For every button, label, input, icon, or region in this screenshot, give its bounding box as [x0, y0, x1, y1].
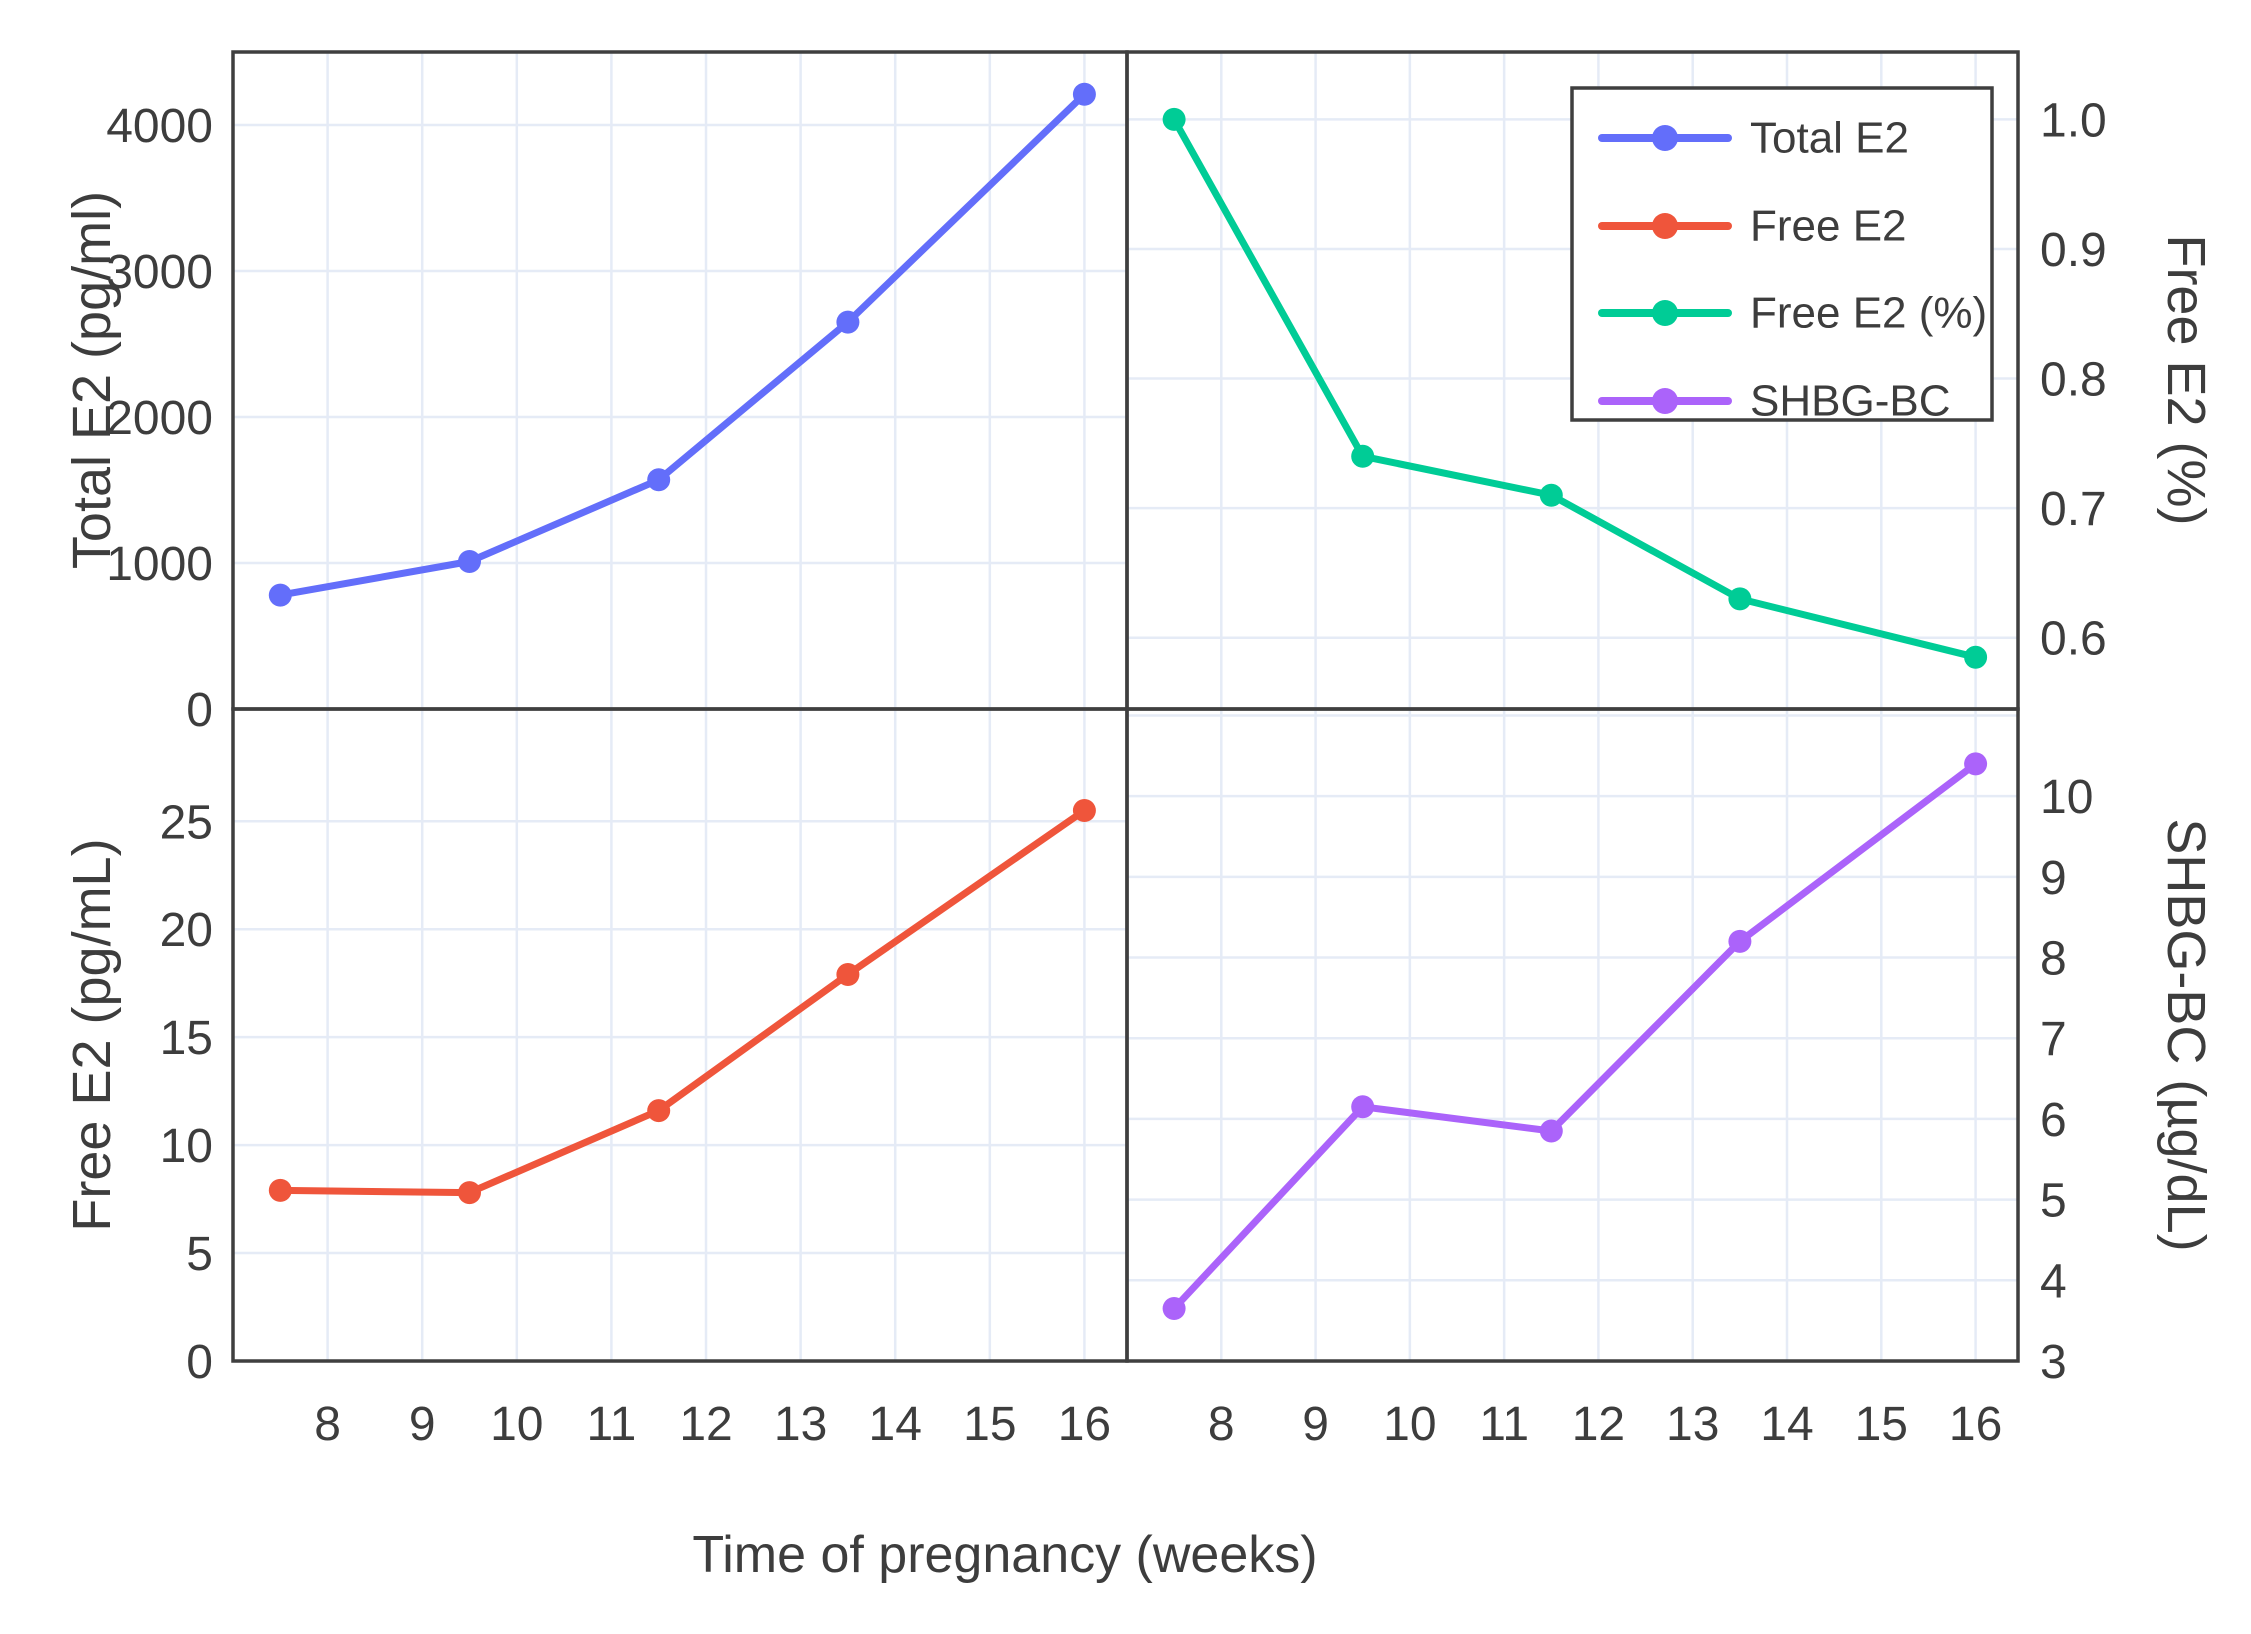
y-tick-label: 9 [2040, 852, 2067, 905]
y-tick-label: 4 [2040, 1255, 2067, 1308]
tick-labels: 0 1000 2000 3000 4000 1.0 0.9 0.8 0.7 0.6 0 5 10 15 20… [106, 94, 2107, 1451]
series-point [1072, 799, 1096, 822]
series-line-shbg-bc [1170, 760, 1980, 1312]
x-tick-label: 9 [409, 1398, 436, 1451]
series-point [268, 1178, 292, 1202]
y-tick-label: 5 [186, 1228, 213, 1281]
x-tick-label: 16 [1949, 1398, 2002, 1451]
series-point [1162, 1297, 1186, 1320]
y-tick-label: 1000 [106, 538, 213, 591]
legend-item-free-e2-pct: Free E2 (%) [1598, 289, 1987, 338]
x-tick-label: 15 [1855, 1398, 1908, 1451]
series-point [458, 550, 481, 573]
legend-label: Free E2 (%) [1750, 289, 1987, 338]
x-tick-label: 9 [1302, 1398, 1329, 1451]
series-point [647, 468, 671, 492]
series [268, 82, 1988, 1320]
y-tick-label: 10 [2040, 771, 2093, 824]
legend-marker [1652, 388, 1678, 414]
x-tick-label: 13 [1666, 1398, 1719, 1451]
series-line-free-e2 [276, 807, 1088, 1197]
series-point [1728, 587, 1752, 611]
series-point [1964, 645, 1988, 669]
legend-item-total-e2: Total E2 [1598, 114, 1909, 163]
y-tick-label: 4000 [106, 100, 213, 153]
y-tick-label: 8 [2040, 933, 2067, 986]
y-tick-label: 0 [186, 684, 213, 737]
legend-label: SHBG-BC [1750, 377, 1950, 426]
y-tick-label: 20 [160, 904, 213, 957]
legend-box [1570, 86, 1994, 422]
x-tick-label: 12 [679, 1398, 732, 1451]
y-axis-title-total-e2: Total E2 (pg/ml) [62, 191, 122, 569]
y-axis-title-free-e2: Free E2 (pg/mL) [62, 838, 122, 1231]
y-tick-label: 0.6 [2040, 613, 2107, 666]
series-point [1351, 444, 1375, 468]
x-tick-label: 10 [490, 1398, 543, 1451]
y-axis-title-shbg-bc: SHBG-BC (µg/dL) [2156, 818, 2216, 1251]
panel-border-bottom-left [231, 707, 1129, 1363]
legend-marker [1652, 300, 1678, 326]
series-point [1351, 1095, 1375, 1119]
y-tick-label: 25 [160, 796, 213, 849]
x-tick-label: 15 [963, 1398, 1016, 1451]
y-tick-label: 5 [2040, 1175, 2067, 1228]
series-point [1072, 82, 1096, 106]
legend: Total E2 Free E2 Free E2 (%) SHBG-BC [1570, 86, 1994, 426]
legend-marker [1652, 125, 1678, 151]
y-tick-label: 0.8 [2040, 354, 2107, 407]
series-line-total-e2 [276, 90, 1088, 599]
x-tick-label: 14 [1760, 1398, 1813, 1451]
y-tick-label: 10 [160, 1120, 213, 1173]
x-tick-label: 11 [586, 1398, 636, 1451]
series-point [836, 963, 860, 986]
y-axis-title-free-e2-pct: Free E2 (%) [2156, 234, 2216, 525]
legend-item-free-e2: Free E2 [1598, 202, 1907, 251]
legend-item-shbg-bc: SHBG-BC [1598, 377, 1950, 426]
x-tick-label: 13 [774, 1398, 827, 1451]
series-point [1539, 483, 1563, 507]
x-tick-label: 12 [1572, 1398, 1625, 1451]
series-point [268, 583, 292, 607]
series-point [458, 1181, 481, 1205]
y-tick-label: 2000 [106, 392, 213, 445]
x-tick-label: 11 [1479, 1398, 1529, 1451]
x-tick-label: 16 [1058, 1398, 1111, 1451]
series-point [1728, 929, 1752, 953]
series-point [836, 310, 860, 334]
legend-marker [1652, 213, 1678, 239]
series-point [1964, 752, 1988, 776]
panel-borders [231, 50, 2020, 1363]
panel-border-top-left [231, 50, 1129, 711]
x-tick-label: 10 [1383, 1398, 1436, 1451]
legend-label: Total E2 [1750, 114, 1909, 163]
x-tick-label: 8 [1208, 1398, 1235, 1451]
series-point [1162, 107, 1186, 131]
y-tick-label: 0.7 [2040, 483, 2107, 536]
series-point [647, 1099, 671, 1123]
y-tick-label: 7 [2040, 1013, 2067, 1066]
y-tick-label: 0 [186, 1336, 213, 1389]
series-point [1539, 1119, 1563, 1143]
legend-label: Free E2 [1750, 202, 1907, 251]
y-tick-label: 3000 [106, 246, 213, 299]
x-axis-title: Time of pregnancy (weeks) [692, 1526, 1317, 1584]
y-tick-label: 0.9 [2040, 224, 2107, 277]
y-tick-label: 6 [2040, 1094, 2067, 1147]
x-tick-label: 14 [869, 1398, 922, 1451]
y-tick-label: 3 [2040, 1336, 2067, 1389]
panel-border-bottom-right [1125, 707, 2020, 1363]
y-tick-label: 1.0 [2040, 94, 2107, 147]
y-tick-label: 15 [160, 1012, 213, 1065]
x-tick-label: 8 [314, 1398, 341, 1451]
